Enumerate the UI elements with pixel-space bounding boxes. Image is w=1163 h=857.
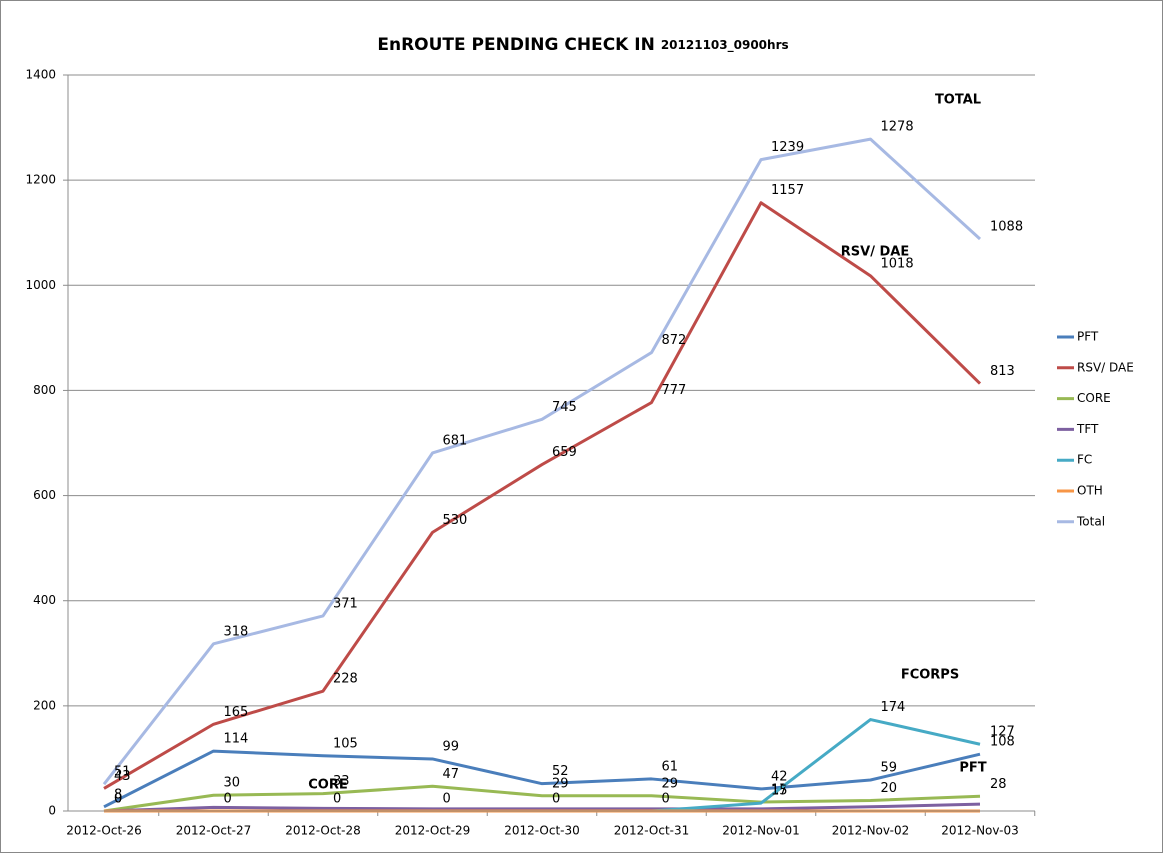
data-label: 30	[224, 776, 241, 791]
legend-label: TFT	[1076, 422, 1099, 436]
data-label: 51	[114, 765, 131, 780]
data-label: 777	[662, 383, 687, 398]
legend-label: RSV/ DAE	[1077, 360, 1134, 374]
data-label: 42	[771, 769, 788, 784]
x-tick-label: 2012-Oct-30	[504, 824, 580, 838]
legend-label: OTH	[1077, 484, 1103, 498]
data-label: 15	[771, 784, 788, 799]
data-label: 0	[662, 792, 670, 807]
data-label: 0	[114, 792, 122, 807]
data-label: 0	[552, 792, 560, 807]
data-label: 52	[552, 764, 569, 779]
data-label: 228	[333, 672, 358, 687]
x-tick-label: 2012-Nov-01	[722, 824, 800, 838]
data-label: 20	[881, 781, 898, 796]
chart-title: EnROUTE PENDING CHECK IN	[377, 35, 654, 55]
data-label: 0	[443, 792, 451, 807]
annotation: PFT	[959, 761, 986, 776]
x-tick-label: 2012-Nov-03	[941, 824, 1019, 838]
y-tick-label: 200	[33, 698, 56, 712]
data-label: 61	[662, 759, 679, 774]
data-label: 114	[224, 732, 249, 747]
data-label: 59	[881, 760, 898, 775]
chart-subtitle: 20121103_0900hrs	[661, 38, 789, 53]
series-line	[103, 201, 982, 790]
data-label: 1239	[771, 140, 804, 155]
data-label: 43	[114, 769, 131, 784]
x-tick-label: 2012-Oct-29	[395, 824, 471, 838]
chart-title-group: EnROUTE PENDING CHECK IN 20121103_0900hrs	[377, 35, 788, 55]
legend-label: CORE	[1077, 391, 1111, 405]
data-label: 8	[114, 787, 122, 802]
annotation: RSV/ DAE	[841, 245, 909, 260]
x-tick-label: 2012-Oct-26	[66, 824, 142, 838]
series-line	[102, 137, 982, 786]
series-line	[103, 784, 981, 813]
data-label: 33	[333, 774, 350, 789]
data-label: 1088	[990, 220, 1023, 235]
legend-label: PFT	[1077, 330, 1099, 344]
data-label: 29	[662, 776, 679, 791]
x-tick-label: 2012-Oct-31	[614, 824, 690, 838]
data-label: 0	[224, 792, 232, 807]
data-label: 659	[552, 445, 577, 460]
y-tick-label: 1000	[25, 278, 56, 292]
data-label: 108	[990, 735, 1015, 750]
series-line	[103, 802, 981, 813]
data-label: 530	[443, 513, 468, 528]
data-label: 29	[552, 776, 569, 791]
y-tick-label: 0	[48, 804, 56, 818]
data-label: 681	[443, 433, 468, 448]
y-tick-label: 1400	[25, 68, 56, 82]
data-label: 174	[881, 700, 906, 715]
data-label: 813	[990, 364, 1015, 379]
annotation: CORE	[308, 778, 347, 793]
x-tick-label: 2012-Oct-28	[285, 824, 361, 838]
data-label: 127	[990, 725, 1015, 740]
data-label: 1018	[881, 256, 914, 271]
data-label: 872	[662, 333, 687, 348]
y-tick-label: 400	[33, 593, 56, 607]
data-label: 28	[990, 777, 1007, 792]
data-label: 745	[552, 400, 577, 415]
data-label: 1278	[881, 120, 914, 135]
data-label: 165	[224, 705, 249, 720]
y-tick-label: 1200	[25, 173, 56, 187]
legend-label: Total	[1076, 514, 1105, 528]
data-label: 371	[333, 596, 358, 611]
data-label: 0	[114, 792, 122, 807]
data-label: 0	[333, 792, 341, 807]
data-label: 47	[443, 767, 460, 782]
y-tick-label: 600	[33, 488, 56, 502]
data-label: 105	[333, 736, 358, 751]
annotation: FCORPS	[901, 668, 959, 683]
annotation: TOTAL	[935, 93, 981, 108]
x-tick-label: 2012-Oct-27	[176, 824, 252, 838]
x-tick-label: 2012-Nov-02	[832, 824, 910, 838]
legend-label: FC	[1077, 453, 1092, 467]
data-label: 99	[443, 739, 460, 754]
series-line	[103, 749, 981, 809]
data-label: 1157	[771, 183, 804, 198]
data-label: 318	[224, 624, 249, 639]
y-tick-label: 800	[33, 383, 56, 397]
